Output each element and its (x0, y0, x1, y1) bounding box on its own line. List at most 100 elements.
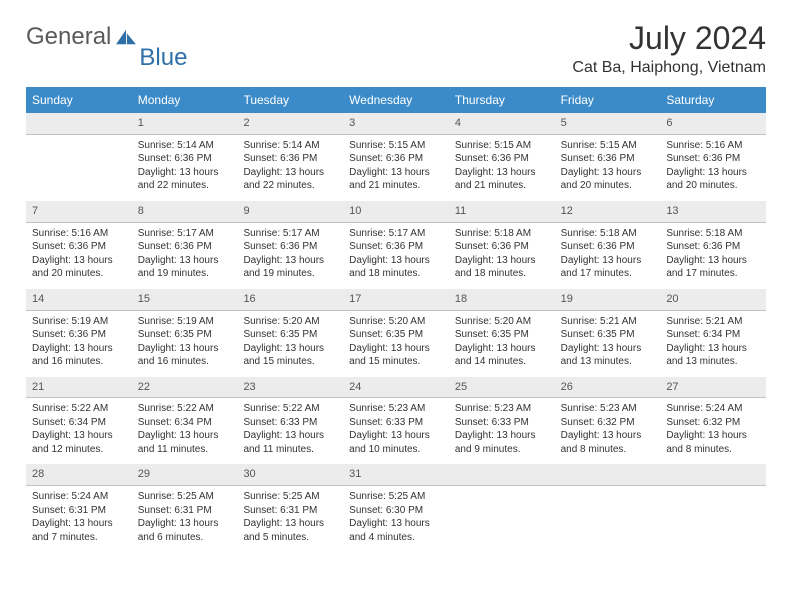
daylight-text: Daylight: 13 hours and 18 minutes. (455, 254, 549, 281)
day-details: Sunrise: 5:22 AMSunset: 6:33 PMDaylight:… (237, 398, 343, 464)
daylight-text: Daylight: 13 hours and 20 minutes. (561, 166, 655, 193)
day-details: Sunrise: 5:23 AMSunset: 6:33 PMDaylight:… (343, 398, 449, 464)
daylight-text: Daylight: 13 hours and 8 minutes. (666, 429, 760, 456)
sunrise-text: Sunrise: 5:23 AM (349, 402, 443, 416)
calendar: Sunday Monday Tuesday Wednesday Thursday… (26, 87, 766, 552)
calendar-week: 28Sunrise: 5:24 AMSunset: 6:31 PMDayligh… (26, 464, 766, 552)
calendar-cell: 11Sunrise: 5:18 AMSunset: 6:36 PMDayligh… (449, 201, 555, 289)
day-number: 13 (660, 201, 766, 223)
sunset-text: Sunset: 6:36 PM (32, 328, 126, 342)
weekday-label: Thursday (449, 87, 555, 113)
sunset-text: Sunset: 6:32 PM (666, 416, 760, 430)
calendar-cell (660, 464, 766, 552)
day-number: 20 (660, 289, 766, 311)
day-number: 1 (132, 113, 238, 135)
calendar-cell: 9Sunrise: 5:17 AMSunset: 6:36 PMDaylight… (237, 201, 343, 289)
sunrise-text: Sunrise: 5:24 AM (32, 490, 126, 504)
sunset-text: Sunset: 6:35 PM (561, 328, 655, 342)
day-details: Sunrise: 5:15 AMSunset: 6:36 PMDaylight:… (555, 135, 661, 201)
sunset-text: Sunset: 6:35 PM (455, 328, 549, 342)
calendar-cell: 22Sunrise: 5:22 AMSunset: 6:34 PMDayligh… (132, 377, 238, 465)
sunset-text: Sunset: 6:32 PM (561, 416, 655, 430)
calendar-cell: 3Sunrise: 5:15 AMSunset: 6:36 PMDaylight… (343, 113, 449, 201)
day-number: 6 (660, 113, 766, 135)
day-number: 4 (449, 113, 555, 135)
calendar-cell: 29Sunrise: 5:25 AMSunset: 6:31 PMDayligh… (132, 464, 238, 552)
day-number: 7 (26, 201, 132, 223)
day-number: 15 (132, 289, 238, 311)
day-details: Sunrise: 5:20 AMSunset: 6:35 PMDaylight:… (237, 311, 343, 377)
calendar-cell: 20Sunrise: 5:21 AMSunset: 6:34 PMDayligh… (660, 289, 766, 377)
weekday-label: Wednesday (343, 87, 449, 113)
day-details: Sunrise: 5:23 AMSunset: 6:33 PMDaylight:… (449, 398, 555, 464)
day-number: 16 (237, 289, 343, 311)
sunrise-text: Sunrise: 5:22 AM (243, 402, 337, 416)
brand-text-general: General (26, 26, 111, 49)
sunset-text: Sunset: 6:34 PM (666, 328, 760, 342)
calendar-cell: 21Sunrise: 5:22 AMSunset: 6:34 PMDayligh… (26, 377, 132, 465)
calendar-cell: 1Sunrise: 5:14 AMSunset: 6:36 PMDaylight… (132, 113, 238, 201)
weekday-label: Sunday (26, 87, 132, 113)
day-details: Sunrise: 5:17 AMSunset: 6:36 PMDaylight:… (132, 223, 238, 289)
day-number: 27 (660, 377, 766, 399)
calendar-cell: 14Sunrise: 5:19 AMSunset: 6:36 PMDayligh… (26, 289, 132, 377)
calendar-cell: 18Sunrise: 5:20 AMSunset: 6:35 PMDayligh… (449, 289, 555, 377)
daylight-text: Daylight: 13 hours and 6 minutes. (138, 517, 232, 544)
sunset-text: Sunset: 6:35 PM (349, 328, 443, 342)
calendar-cell: 8Sunrise: 5:17 AMSunset: 6:36 PMDaylight… (132, 201, 238, 289)
day-number: 26 (555, 377, 661, 399)
sunset-text: Sunset: 6:35 PM (138, 328, 232, 342)
day-details: Sunrise: 5:24 AMSunset: 6:32 PMDaylight:… (660, 398, 766, 464)
day-number: 12 (555, 201, 661, 223)
sunrise-text: Sunrise: 5:25 AM (243, 490, 337, 504)
day-details: Sunrise: 5:14 AMSunset: 6:36 PMDaylight:… (237, 135, 343, 201)
sunset-text: Sunset: 6:33 PM (243, 416, 337, 430)
location-text: Cat Ba, Haiphong, Vietnam (572, 59, 766, 77)
day-details: Sunrise: 5:21 AMSunset: 6:34 PMDaylight:… (660, 311, 766, 377)
calendar-cell: 10Sunrise: 5:17 AMSunset: 6:36 PMDayligh… (343, 201, 449, 289)
daylight-text: Daylight: 13 hours and 10 minutes. (349, 429, 443, 456)
calendar-cell (555, 464, 661, 552)
day-details: Sunrise: 5:24 AMSunset: 6:31 PMDaylight:… (26, 486, 132, 552)
sunrise-text: Sunrise: 5:20 AM (349, 315, 443, 329)
sunset-text: Sunset: 6:31 PM (138, 504, 232, 518)
daylight-text: Daylight: 13 hours and 22 minutes. (138, 166, 232, 193)
day-details (449, 486, 555, 498)
day-details: Sunrise: 5:20 AMSunset: 6:35 PMDaylight:… (449, 311, 555, 377)
month-title: July 2024 (572, 20, 766, 57)
day-number: 2 (237, 113, 343, 135)
day-number: 23 (237, 377, 343, 399)
day-number (555, 464, 661, 486)
sunrise-text: Sunrise: 5:17 AM (138, 227, 232, 241)
calendar-cell: 25Sunrise: 5:23 AMSunset: 6:33 PMDayligh… (449, 377, 555, 465)
calendar-week: 21Sunrise: 5:22 AMSunset: 6:34 PMDayligh… (26, 377, 766, 465)
daylight-text: Daylight: 13 hours and 5 minutes. (243, 517, 337, 544)
sunset-text: Sunset: 6:36 PM (455, 152, 549, 166)
sunset-text: Sunset: 6:36 PM (349, 240, 443, 254)
calendar-cell: 17Sunrise: 5:20 AMSunset: 6:35 PMDayligh… (343, 289, 449, 377)
daylight-text: Daylight: 13 hours and 20 minutes. (666, 166, 760, 193)
daylight-text: Daylight: 13 hours and 9 minutes. (455, 429, 549, 456)
day-number (660, 464, 766, 486)
day-details: Sunrise: 5:15 AMSunset: 6:36 PMDaylight:… (343, 135, 449, 201)
calendar-cell: 4Sunrise: 5:15 AMSunset: 6:36 PMDaylight… (449, 113, 555, 201)
day-number: 28 (26, 464, 132, 486)
day-details (555, 486, 661, 498)
day-details: Sunrise: 5:17 AMSunset: 6:36 PMDaylight:… (237, 223, 343, 289)
day-details (26, 135, 132, 147)
day-number: 19 (555, 289, 661, 311)
day-details: Sunrise: 5:19 AMSunset: 6:35 PMDaylight:… (132, 311, 238, 377)
sunrise-text: Sunrise: 5:17 AM (243, 227, 337, 241)
sunrise-text: Sunrise: 5:18 AM (561, 227, 655, 241)
sunset-text: Sunset: 6:36 PM (138, 240, 232, 254)
day-number: 29 (132, 464, 238, 486)
day-details: Sunrise: 5:21 AMSunset: 6:35 PMDaylight:… (555, 311, 661, 377)
day-details: Sunrise: 5:16 AMSunset: 6:36 PMDaylight:… (660, 135, 766, 201)
sunrise-text: Sunrise: 5:25 AM (349, 490, 443, 504)
daylight-text: Daylight: 13 hours and 17 minutes. (666, 254, 760, 281)
sunrise-text: Sunrise: 5:15 AM (561, 139, 655, 153)
calendar-cell: 2Sunrise: 5:14 AMSunset: 6:36 PMDaylight… (237, 113, 343, 201)
calendar-body: 1Sunrise: 5:14 AMSunset: 6:36 PMDaylight… (26, 113, 766, 552)
daylight-text: Daylight: 13 hours and 18 minutes. (349, 254, 443, 281)
calendar-cell (26, 113, 132, 201)
